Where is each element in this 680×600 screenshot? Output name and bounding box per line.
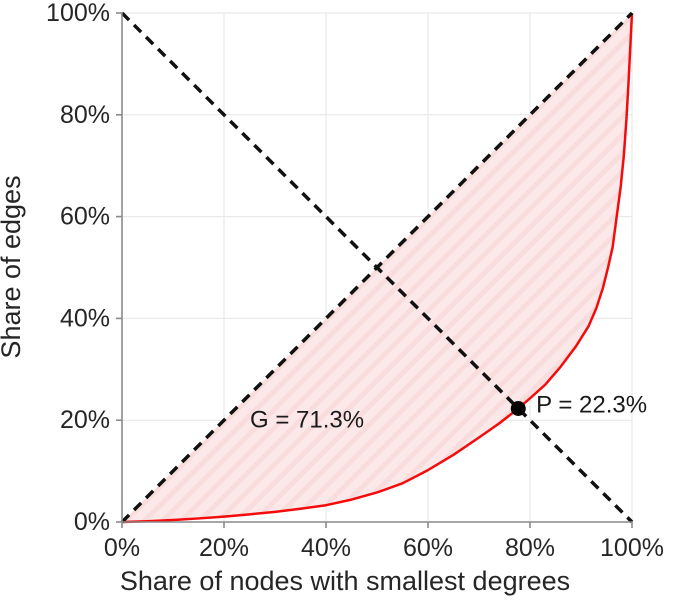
y-tick-label: 100%	[46, 0, 110, 27]
annotation-gini-value: G = 71.3%	[250, 407, 364, 434]
annotation-layer: G = 71.3% P = 22.3%	[250, 391, 647, 433]
marker-layer	[510, 400, 526, 416]
axes-layer	[116, 12, 633, 528]
y-tick-label: 0%	[74, 508, 110, 536]
x-tick-label: 40%	[301, 534, 351, 562]
x-tick-label: 0%	[104, 534, 140, 562]
series-layer	[120, 11, 634, 524]
y-axis-title: Share of edges	[0, 175, 26, 358]
tick-label-layer: 0% 20% 40% 60% 80% 100% 0% 20% 40% 60% 80% 100%	[46, 0, 664, 562]
anti-diagonal-line	[120, 11, 634, 524]
x-tick-label: 80%	[505, 534, 555, 562]
x-tick-label: 20%	[199, 534, 249, 562]
y-tick-label: 60%	[60, 203, 110, 231]
x-axis-title: Share of nodes with smallest degrees	[120, 566, 570, 596]
y-tick-label: 40%	[60, 304, 110, 332]
lorenz-curve-line	[121, 12, 634, 524]
x-tick-label: 60%	[403, 534, 453, 562]
x-tick-label: 100%	[600, 534, 664, 562]
intersection-point-marker	[510, 400, 526, 416]
y-tick-label: 80%	[60, 101, 110, 129]
y-tick-label: 20%	[60, 406, 110, 434]
annotation-p-value: P = 22.3%	[536, 391, 647, 418]
